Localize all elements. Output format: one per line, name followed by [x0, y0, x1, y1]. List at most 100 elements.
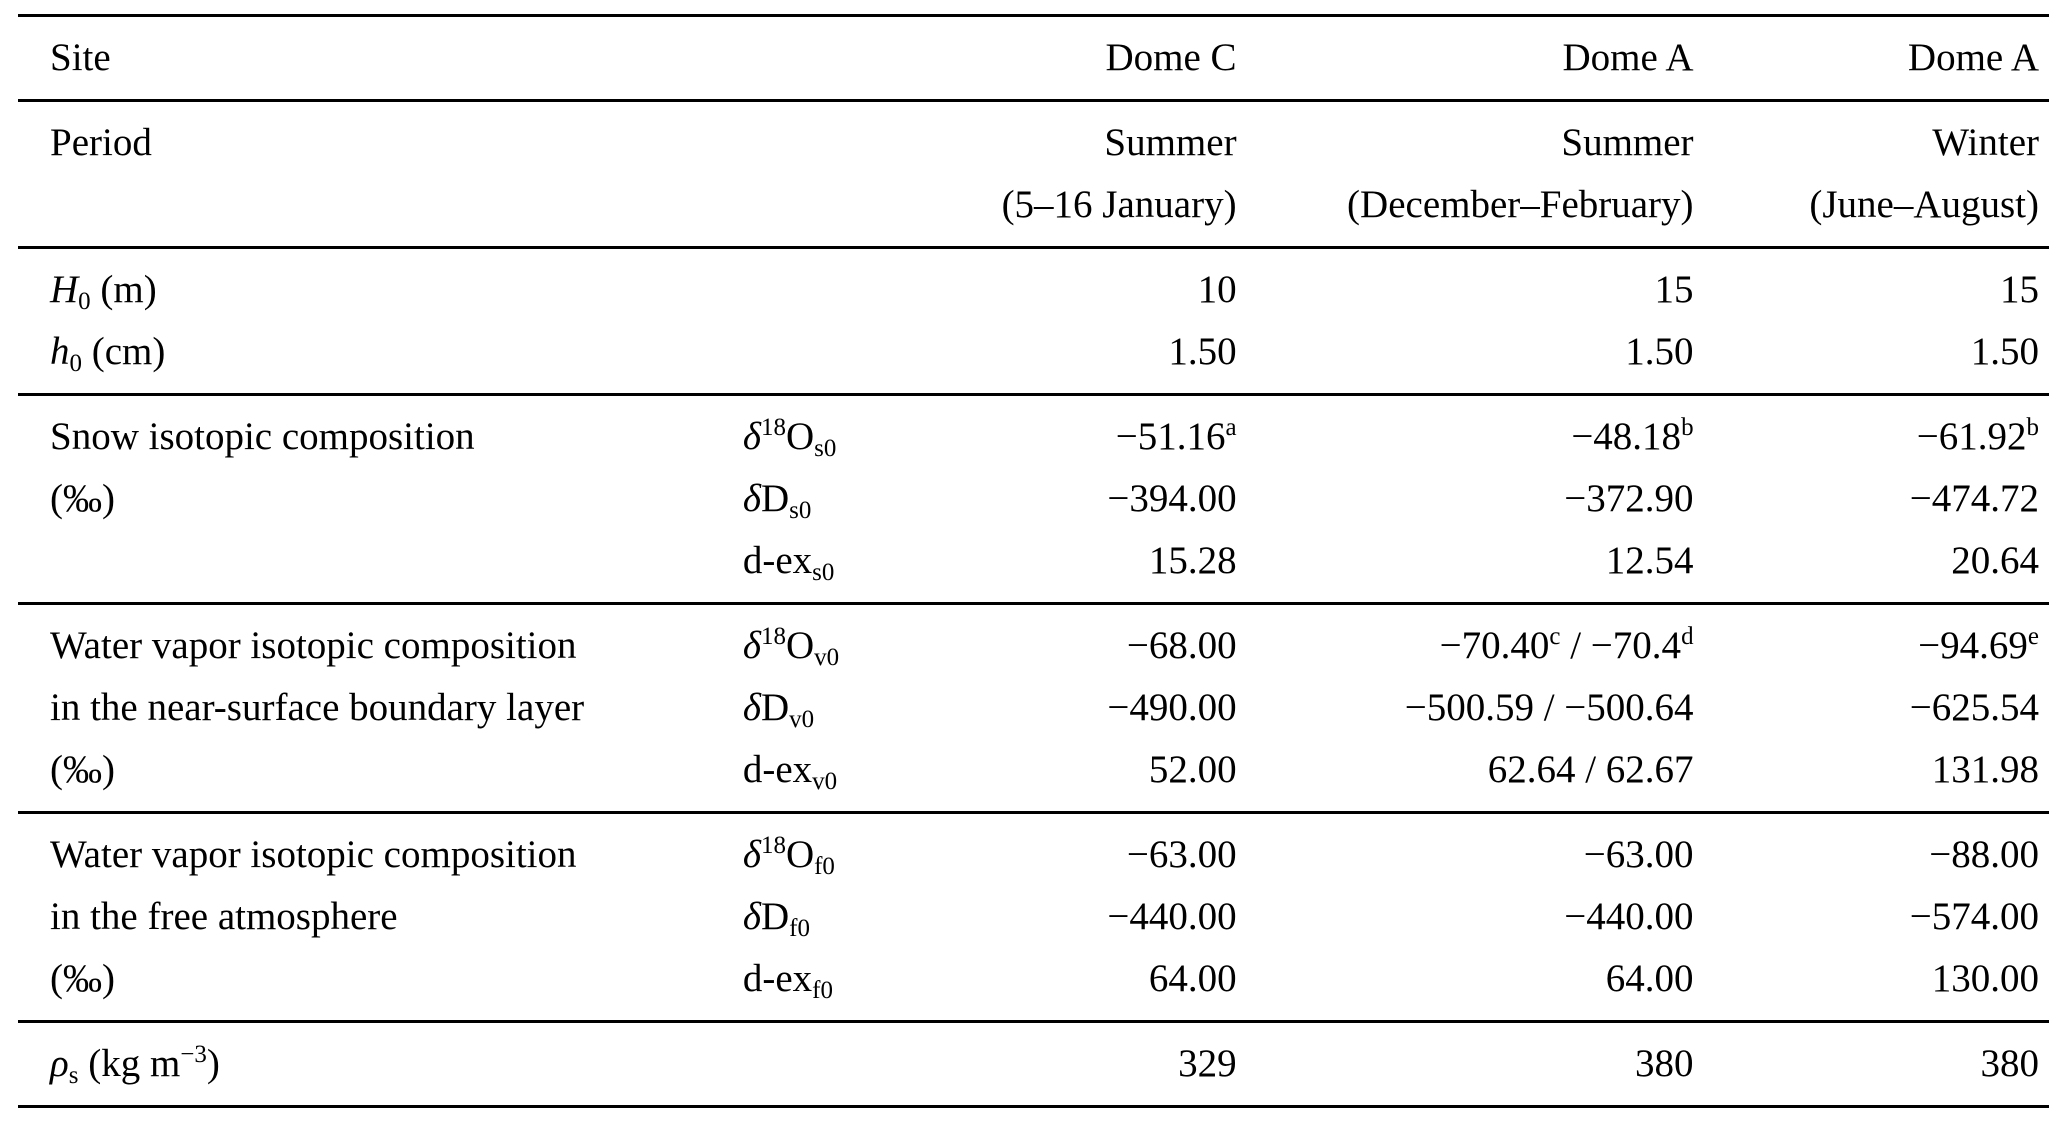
d18o-s0-dome-c: −51.16a	[1115, 414, 1237, 458]
dd-f0-dome-a-winter: −574.00	[1909, 895, 2039, 938]
d18o-f0-dome-a-summer: −63.00	[1583, 833, 1694, 876]
site-dome-a-summer: Dome A	[1562, 36, 1694, 79]
table-row: δDf0 −440.00 −440.00 −574.00	[18, 886, 2049, 948]
symbol-dex-f0: d-exf0	[742, 957, 833, 1004]
table-row: δDs0 −394.00 −372.90 −474.72	[18, 468, 2049, 530]
symbol-dex-s0: d-exs0	[742, 539, 835, 586]
table-row: Water vapor isotopic composition in the …	[18, 604, 2049, 791]
table-row: δDv0 −490.00 −500.59 / −500.64 −625.54	[18, 677, 2049, 739]
h0-small-dome-c: 1.50	[1168, 330, 1237, 373]
table-row: h0 (cm) 1.50 1.50 1.50	[18, 321, 2049, 395]
vapor-free-atmosphere-section-group: Water vapor isotopic composition in the …	[18, 812, 2049, 1022]
table-row: Snow isotopic composition (‰) δ18Os0 −51…	[18, 395, 2049, 520]
symbol-dd-s0: δDs0	[742, 477, 812, 524]
empty-cell	[729, 1022, 973, 1107]
section-label-line: Snow isotopic composition	[50, 415, 475, 458]
dd-s0-dome-a-winter: −474.72	[1909, 477, 2039, 520]
dex-s0-dome-c: 15.28	[1148, 539, 1237, 582]
section-label-line: (‰)	[50, 477, 115, 520]
section-label-line: (‰)	[50, 957, 115, 1000]
symbol-d18o-f0: δ18Of0	[742, 832, 835, 880]
d18o-v0-dome-a-summer: −70.40c / −70.4d	[1439, 623, 1694, 667]
d18o-v0-dome-a-winter: −94.69e	[1918, 623, 2039, 667]
period-season: Winter	[1932, 121, 2039, 164]
period-range: (June–August)	[1809, 183, 2039, 226]
symbol-dex-v0: d-exv0	[742, 748, 838, 795]
dd-v0-dome-a-summer: −500.59 / −500.64	[1404, 686, 1694, 729]
site-dome-c: Dome C	[1105, 36, 1237, 79]
density-row-group: ρs (kg m−3) 329 380 380	[18, 1021, 2049, 1107]
d18o-v0-dome-c: −68.00	[1126, 624, 1237, 667]
empty-cell	[729, 248, 973, 322]
density-dome-a-summer: 380	[1635, 1042, 1694, 1085]
dex-f0-dome-a-summer: 64.00	[1605, 957, 1694, 1000]
vapor-boundary-layer-section-group: Water vapor isotopic composition in the …	[18, 603, 2049, 813]
period-row-group: Period Summer (5–16 January) Summer (Dec…	[18, 100, 2049, 248]
dex-f0-dome-c: 64.00	[1148, 957, 1237, 1000]
period-dome-a-summer: Summer (December–February)	[1237, 101, 1694, 248]
vapor-bl-section-label: Water vapor isotopic composition in the …	[18, 604, 729, 813]
dex-v0-dome-a-winter: 131.98	[1931, 748, 2039, 791]
empty-cell	[729, 16, 973, 101]
d18o-s0-dome-a-winter: −61.92b	[1916, 414, 2039, 458]
snow-section-group: Snow isotopic composition (‰) δ18Os0 −51…	[18, 394, 2049, 604]
dex-s0-dome-a-winter: 20.64	[1951, 539, 2039, 582]
period-season: Summer	[1104, 121, 1237, 164]
symbol-dd-f0: δDf0	[742, 895, 810, 942]
d18o-f0-dome-a-winter: −88.00	[1929, 833, 2039, 876]
table-row: d-exs0 15.28 12.54 20.64	[18, 530, 2049, 604]
table-row: Water vapor isotopic composition in the …	[18, 813, 2049, 1000]
section-label-line: Water vapor isotopic composition	[50, 833, 577, 876]
empty-cell	[729, 101, 973, 248]
period-range: (December–February)	[1347, 183, 1694, 226]
density-label: ρs (kg m−3)	[50, 1041, 220, 1089]
period-dome-a-winter: Winter (June–August)	[1694, 101, 2049, 248]
period-row-label: Period	[50, 121, 152, 164]
table-row: ρs (kg m−3) 329 380 380	[18, 1022, 2049, 1107]
table-row: Site Dome C Dome A Dome A	[18, 16, 2049, 101]
section-label-line: in the free atmosphere	[50, 895, 398, 938]
dd-s0-dome-a-summer: −372.90	[1564, 477, 1694, 520]
dd-f0-dome-a-summer: −440.00	[1564, 895, 1694, 938]
dex-v0-dome-a-summer: 62.64 / 62.67	[1487, 748, 1694, 791]
section-label-line: (‰)	[50, 748, 115, 791]
h0-small-label: h0 (cm)	[50, 330, 166, 377]
dex-f0-dome-a-winter: 130.00	[1931, 957, 2039, 1000]
d18o-s0-dome-a-summer: −48.18b	[1571, 414, 1694, 458]
dd-v0-dome-c: −490.00	[1107, 686, 1237, 729]
h0-small-dome-a-summer: 1.50	[1625, 330, 1694, 373]
site-dome-a-winter: Dome A	[1907, 36, 2039, 79]
symbol-d18o-v0: δ18Ov0	[742, 623, 840, 671]
table-row: H0 (m) 10 15 15	[18, 248, 2049, 322]
dex-s0-dome-a-summer: 12.54	[1605, 539, 1694, 582]
period-dome-c: Summer (5–16 January)	[973, 101, 1237, 248]
symbol-dd-v0: δDv0	[742, 686, 815, 733]
h0-dome-a-winter: 15	[2000, 268, 2039, 311]
height-rows-group: H0 (m) 10 15 15 h0 (cm) 1.50 1.50 1.50	[18, 247, 2049, 395]
model-parameters-table: Site Dome C Dome A Dome A Period Summer …	[18, 14, 2049, 1108]
symbol-d18o-s0: δ18Os0	[742, 414, 837, 462]
section-label-line: in the near-surface boundary layer	[50, 686, 585, 729]
d18o-f0-dome-c: −63.00	[1126, 833, 1237, 876]
h0-dome-a-summer: 15	[1654, 268, 1694, 311]
h0-small-dome-a-winter: 1.50	[1970, 330, 2039, 373]
table-row: Period Summer (5–16 January) Summer (Dec…	[18, 101, 2049, 248]
table-row: d-exf0 64.00 64.00 130.00	[18, 948, 2049, 1022]
table-row: d-exv0 52.00 62.64 / 62.67 131.98	[18, 739, 2049, 813]
density-dome-a-winter: 380	[1980, 1042, 2040, 1085]
dd-v0-dome-a-winter: −625.54	[1909, 686, 2039, 729]
vapor-fa-section-label: Water vapor isotopic composition in the …	[18, 813, 729, 1022]
section-label-line: Water vapor isotopic composition	[50, 624, 577, 667]
h0-label: H0 (m)	[50, 268, 157, 315]
empty-cell	[729, 321, 973, 395]
site-row-label: Site	[50, 36, 111, 79]
dd-s0-dome-c: −394.00	[1107, 477, 1237, 520]
h0-dome-c: 10	[1197, 268, 1237, 311]
density-dome-c: 329	[1178, 1042, 1237, 1085]
dex-v0-dome-c: 52.00	[1148, 748, 1237, 791]
site-row-group: Site Dome C Dome A Dome A	[18, 15, 2049, 101]
period-range: (5–16 January)	[1001, 183, 1237, 226]
period-season: Summer	[1561, 121, 1694, 164]
dd-f0-dome-c: −440.00	[1107, 895, 1237, 938]
snow-section-label: Snow isotopic composition (‰)	[18, 395, 729, 604]
